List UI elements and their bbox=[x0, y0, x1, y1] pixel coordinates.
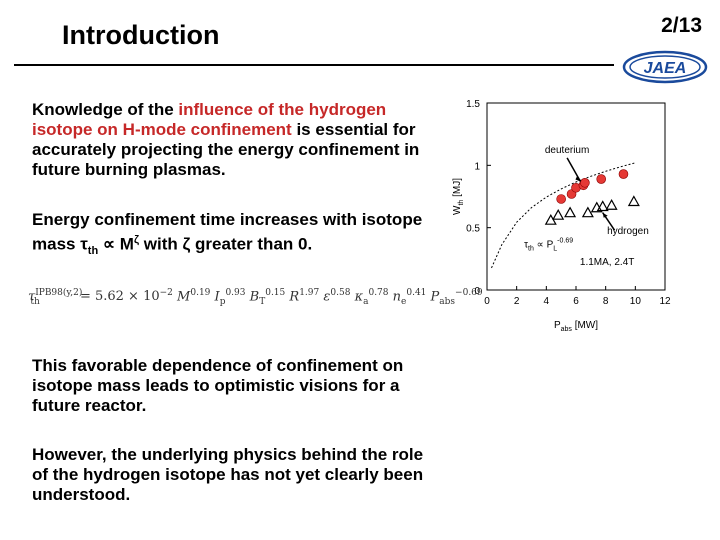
symbol-zeta: ζ bbox=[182, 234, 191, 254]
hydrogen-point bbox=[596, 200, 609, 212]
formula-superscript: IPB98(y,2) bbox=[35, 288, 83, 298]
formula-superscript: 0.19 bbox=[190, 288, 211, 298]
formula-symbol: n bbox=[392, 289, 402, 305]
condition-label: 1.1MA, 2.4T bbox=[580, 257, 634, 268]
formula-superscript: −2 bbox=[159, 288, 173, 298]
chart-points bbox=[544, 169, 640, 225]
paragraph-text: with bbox=[139, 234, 183, 254]
fit-line bbox=[491, 162, 636, 269]
paragraph-underlying-physics: However, the underlying physics behind t… bbox=[32, 445, 424, 504]
formula-symbol: I bbox=[214, 289, 220, 305]
plot-frame bbox=[486, 102, 666, 291]
formula-superscript: −0.69 bbox=[455, 288, 483, 298]
paragraph-text: greater than 0. bbox=[190, 234, 313, 254]
highlight-text: influence of the hydrogen isotope on H-m… bbox=[32, 100, 387, 139]
symbol-zeta: ζ bbox=[133, 234, 140, 246]
paragraph-text: Energy confinement time increases with i… bbox=[32, 210, 423, 254]
deuterium-label: deuterium bbox=[545, 145, 589, 156]
formula-symbol: B bbox=[249, 289, 260, 305]
y-tick-label: 1.5 bbox=[466, 99, 480, 110]
formula-symbol: M bbox=[177, 289, 191, 305]
wth-vs-pabs-chart: 0 2 4 6 8 10 12 0 0.5 1 1.5 Pabs [MW] Wth [MJ] deute… bbox=[452, 99, 671, 333]
y-tick-label: 0.5 bbox=[466, 224, 480, 235]
jaea-logo: JAEA bbox=[622, 50, 708, 84]
hydrogen-point bbox=[605, 198, 618, 210]
formula-superscript: 0.78 bbox=[368, 288, 389, 298]
formula-superscript: 0.58 bbox=[330, 288, 351, 298]
hydrogen-point bbox=[581, 206, 594, 218]
paragraph-text: is essential for accurately projecting t… bbox=[32, 120, 420, 179]
formula-subscript: T bbox=[259, 296, 266, 307]
formula-subscript: e bbox=[401, 296, 407, 307]
x-tick-label: 12 bbox=[659, 296, 671, 307]
paragraph-knowledge: Knowledge of the influence of the hydrog… bbox=[32, 100, 442, 180]
deuterium-point bbox=[556, 194, 566, 204]
subscript-th: th bbox=[87, 245, 99, 258]
hydrogen-point bbox=[627, 195, 640, 207]
logo-text: JAEA bbox=[644, 60, 687, 77]
scaling-fit-curve bbox=[491, 162, 636, 269]
x-tick-label: 0 bbox=[484, 296, 490, 307]
formula-superscript: 0.41 bbox=[406, 288, 427, 298]
x-tick-label: 2 bbox=[514, 296, 520, 307]
slide-title: Introduction bbox=[62, 20, 220, 50]
title-rule bbox=[14, 64, 614, 66]
x-tick-label: 8 bbox=[603, 296, 609, 307]
formula-symbol: κ bbox=[354, 289, 364, 305]
formula-symbol: P bbox=[430, 289, 440, 305]
formula-symbol: R bbox=[289, 289, 300, 305]
formula-subscript: p bbox=[219, 296, 226, 307]
formula-text: = 5.62 × 10 bbox=[79, 289, 160, 305]
scaling-label: τth ∝ PL-0.69 bbox=[524, 238, 573, 253]
hydrogen-label: hydrogen bbox=[607, 226, 649, 237]
hydrogen-point bbox=[552, 208, 565, 220]
page-number: 2/13 bbox=[661, 14, 702, 37]
formula-subscript: th bbox=[30, 296, 40, 307]
paragraph-text: Knowledge of the bbox=[32, 100, 179, 119]
formula-superscript: 0.15 bbox=[265, 288, 286, 298]
formula-subscript: abs bbox=[439, 296, 456, 307]
formula-symbol: τ bbox=[28, 289, 36, 305]
x-axis-label: Pabs [MW] bbox=[554, 320, 598, 333]
deuterium-point bbox=[596, 174, 607, 184]
formula-symbol: ε bbox=[323, 289, 331, 305]
formula-superscript: 0.93 bbox=[225, 288, 246, 298]
hydrogen-arrow-head bbox=[602, 212, 608, 218]
chart-axes: 0 2 4 6 8 10 12 0 0.5 1 1.5 Pabs [MW] Wth [MJ] bbox=[452, 99, 671, 333]
deuterium-point bbox=[580, 177, 590, 188]
deuterium-arrow-head bbox=[575, 175, 581, 182]
x-tick-label: 6 bbox=[573, 296, 579, 307]
formula-superscript: 1.97 bbox=[299, 288, 320, 298]
y-axis-label: Wth [MJ] bbox=[452, 178, 465, 215]
paragraph-favorable-dependence: This favorable dependence of confinement… bbox=[32, 356, 404, 415]
formula-subscript: a bbox=[363, 296, 369, 307]
x-tick-label: 10 bbox=[630, 296, 642, 307]
deuterium-point bbox=[618, 169, 629, 179]
symbol-tau: τ bbox=[80, 234, 88, 254]
x-tick-label: 4 bbox=[544, 296, 550, 307]
paragraph-confinement-time: Energy confinement time increases with i… bbox=[32, 210, 442, 261]
chart-annotations: deuterium hydrogen τth ∝ PL-0.69 1.1MA, 2.4… bbox=[524, 145, 649, 268]
hydrogen-point bbox=[564, 206, 577, 218]
y-tick-label: 1 bbox=[474, 161, 480, 172]
ipb98-scaling-formula: τIPB98(y,2)th = 5.62 × 10−2 M0.19 Ip0.93… bbox=[28, 288, 483, 307]
y-tick-label: 0 bbox=[474, 286, 480, 297]
paragraph-text: ∝ M bbox=[98, 234, 134, 254]
